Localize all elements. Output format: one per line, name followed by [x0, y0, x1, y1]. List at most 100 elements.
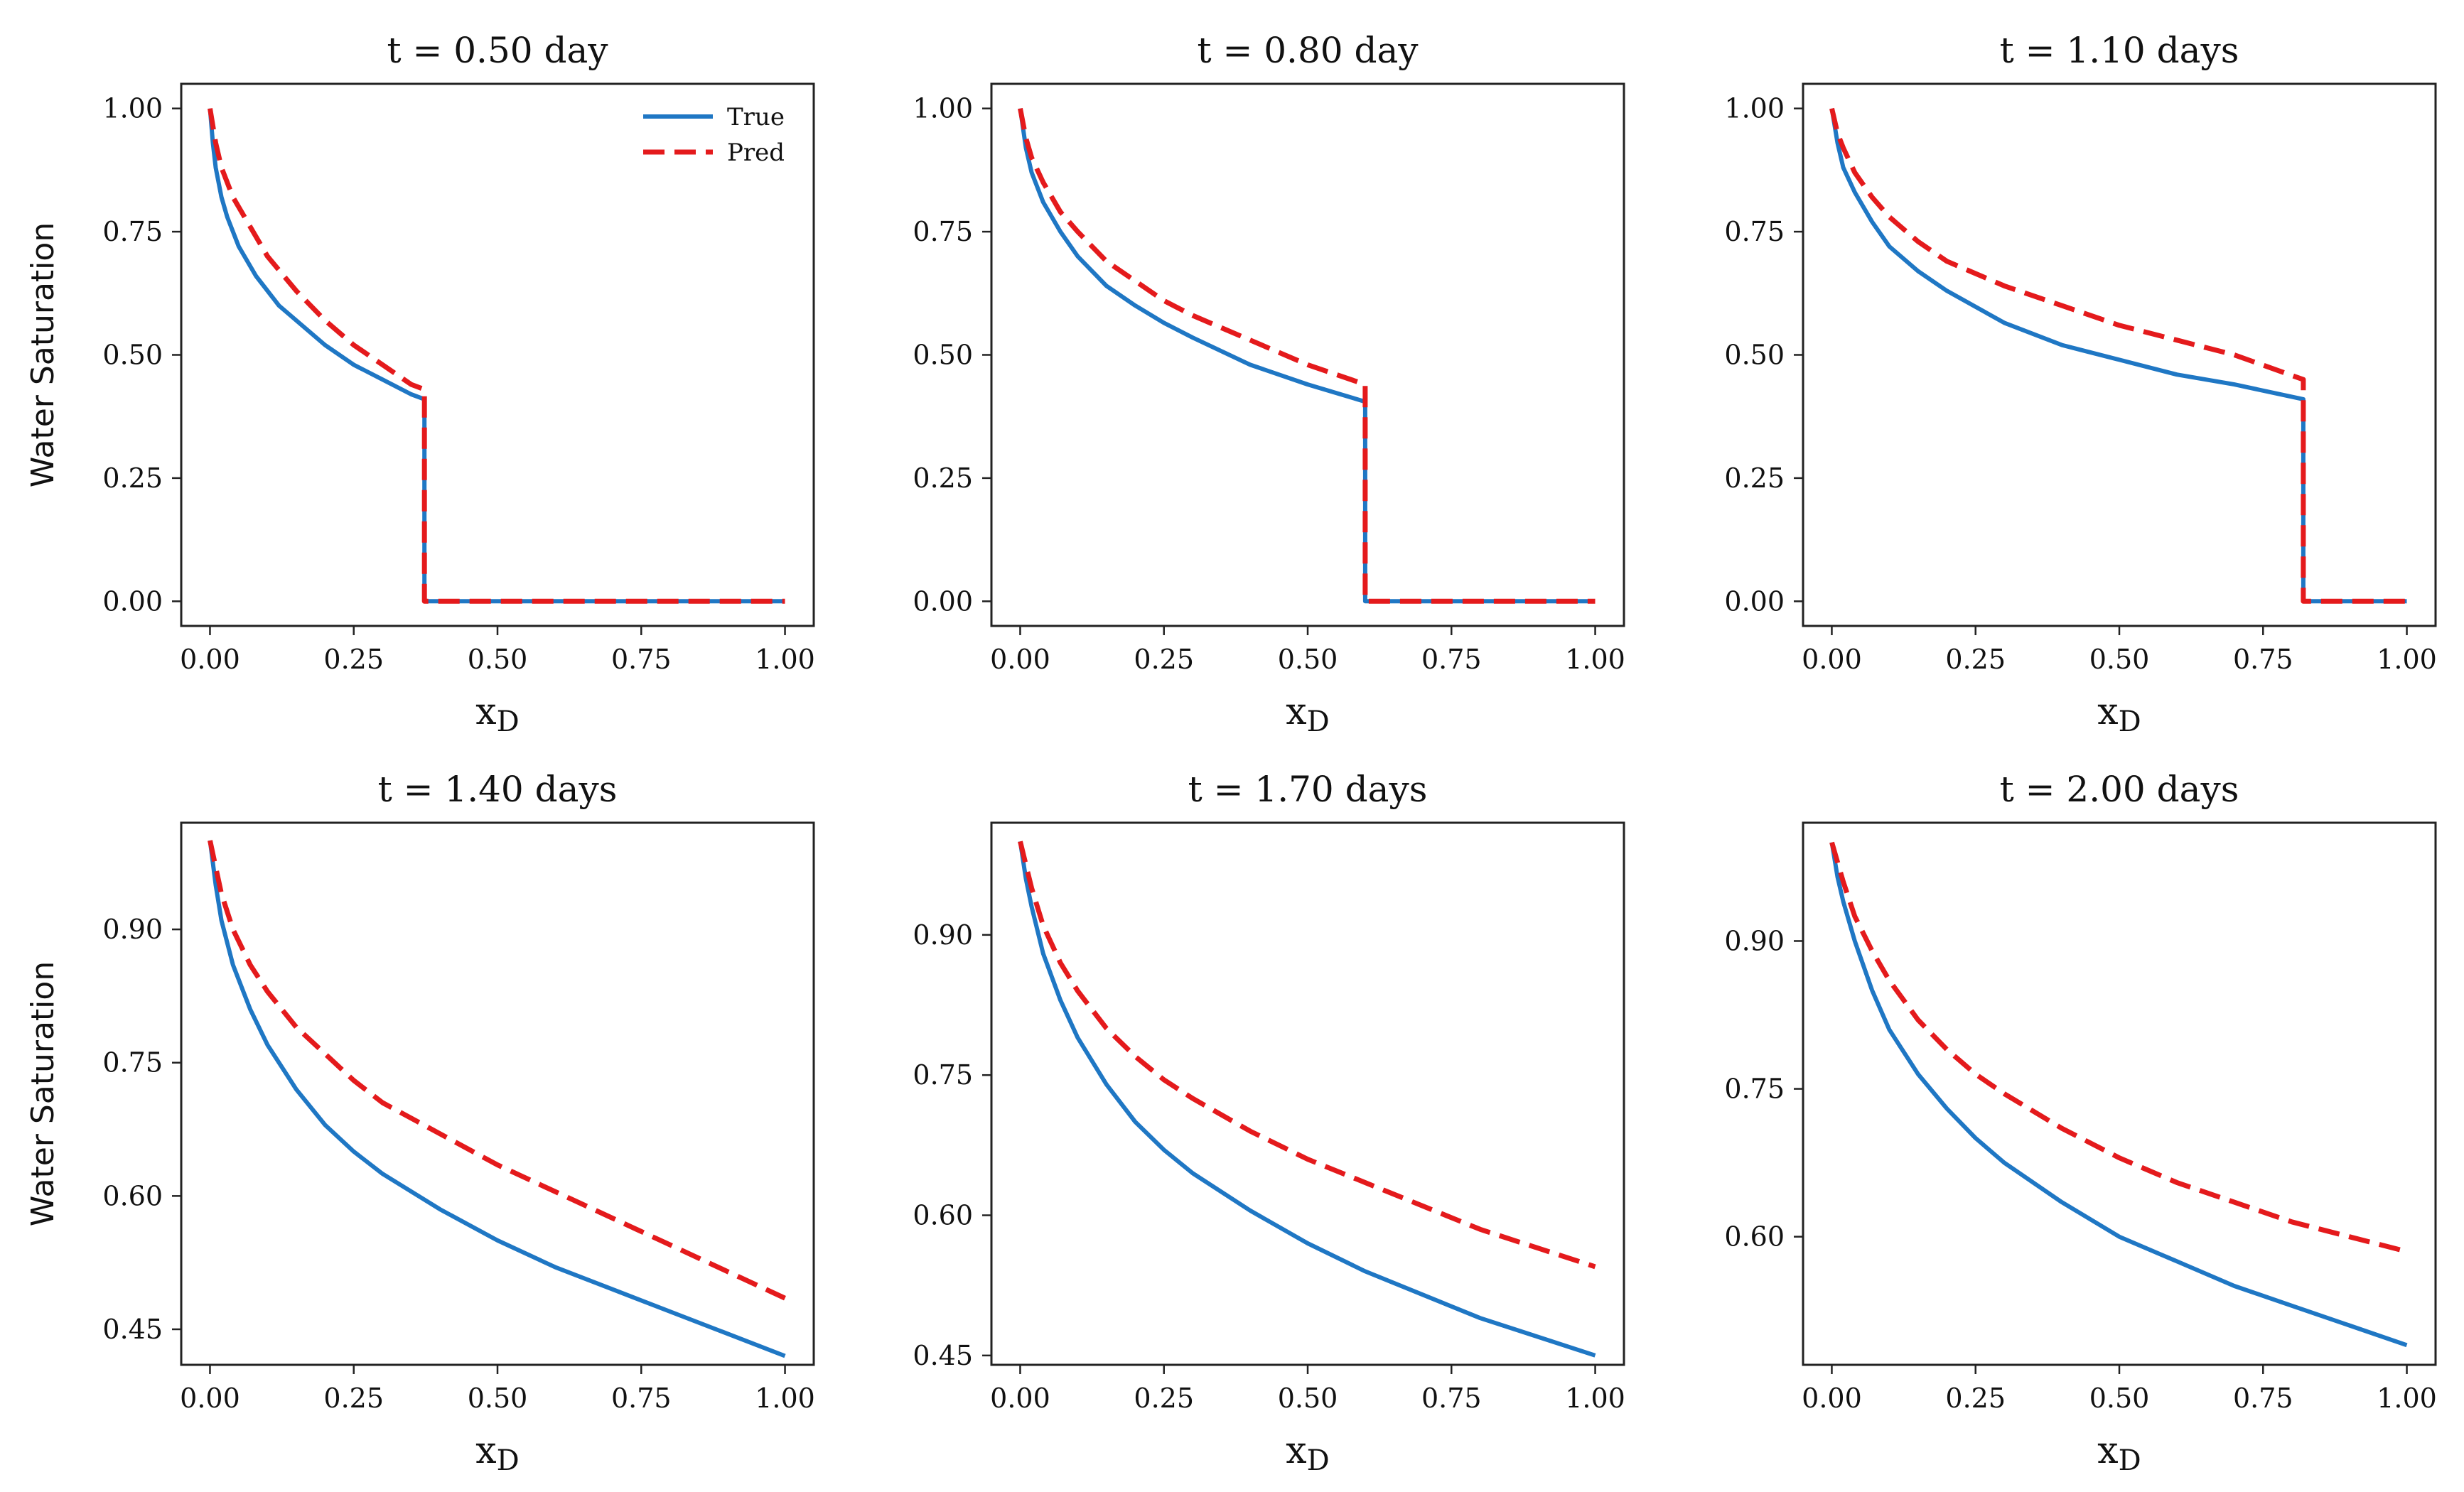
series-line-true [1018, 108, 1596, 604]
y-tick-label: 0.75 [1724, 1074, 1785, 1105]
series-line-pred [208, 108, 785, 604]
x-axis-label-subscript: D [1307, 1444, 1330, 1477]
x-tick-label: 0.25 [323, 1383, 384, 1414]
x-tick-label: 1.00 [2377, 644, 2437, 675]
x-axis-label: xD [1286, 1429, 1329, 1477]
subplot-title: t = 1.10 days [2000, 30, 2239, 71]
series-line-pred [1018, 108, 1596, 604]
y-tick-label: 0.75 [913, 216, 973, 247]
y-tick-label: 0.00 [1724, 585, 1785, 617]
x-tick-label: 0.50 [2089, 644, 2150, 675]
y-tick-label: 0.60 [913, 1200, 973, 1231]
subplot-title: t = 1.70 days [1188, 769, 1428, 810]
y-axis-label: Water Saturation [25, 222, 61, 487]
x-axis-label-main: x [2097, 691, 2118, 733]
y-tick-label: 0.75 [913, 1059, 973, 1091]
x-axis-label-main: x [1286, 1429, 1306, 1472]
subplot-2: t = 0.80 day 0.00 0.25 0.50 0.75 1.00 0.00 0.25… [913, 30, 1625, 738]
x-tick-label: 0.00 [990, 644, 1050, 675]
x-axis-label-main: x [475, 1429, 496, 1472]
x-axis-label: xD [2097, 691, 2141, 738]
x-axis-label-subscript: D [2119, 706, 2141, 738]
series-line-pred [208, 840, 786, 1301]
x-tick-label: 1.00 [755, 1383, 815, 1414]
x-tick-label: 0.00 [180, 644, 240, 675]
x-tick-label: 0.50 [1278, 1383, 1338, 1414]
y-tick-label: 0.25 [1724, 463, 1785, 494]
y-tick-label: 1.00 [913, 93, 973, 124]
x-axis-label-subscript: D [2119, 1444, 2141, 1477]
x-tick-label: 0.50 [1278, 644, 1338, 675]
y-tick-label: 0.90 [1724, 925, 1785, 956]
x-tick-label: 0.75 [2233, 644, 2293, 675]
x-tick-label: 0.00 [1802, 1383, 1862, 1414]
y-tick-label: 0.50 [1724, 340, 1785, 371]
x-tick-label: 0.25 [1945, 1383, 2006, 1414]
x-tick-label: 0.75 [1421, 644, 1482, 675]
y-tick-label: 0.00 [102, 585, 163, 617]
plot-frame [990, 821, 1625, 1366]
x-tick-label: 0.25 [1945, 644, 2006, 675]
plot-frame [180, 821, 815, 1366]
x-axis-label-subscript: D [1307, 706, 1330, 738]
y-tick-label: 0.45 [913, 1340, 973, 1371]
x-axis-label-main: x [475, 691, 496, 733]
y-tick-label: 0.60 [1724, 1221, 1785, 1253]
x-tick-label: 0.25 [323, 644, 384, 675]
subplot-1: t = 0.50 day 0.00 0.25 0.50 0.75 1.00 0.00 0.25… [25, 30, 815, 738]
series-line-true [1829, 842, 2408, 1348]
x-tick-label: 0.75 [2233, 1383, 2293, 1414]
x-tick-label: 1.00 [2377, 1383, 2437, 1414]
x-tick-label: 0.25 [1134, 1383, 1194, 1414]
plot-frame [1802, 821, 2437, 1366]
x-tick-label: 0.00 [990, 1383, 1050, 1414]
x-tick-label: 1.00 [1565, 1383, 1625, 1414]
plot-frame [180, 82, 815, 627]
x-tick-label: 0.50 [2089, 1383, 2150, 1414]
x-tick-label: 0.00 [180, 1383, 240, 1414]
x-tick-label: 0.75 [611, 644, 672, 675]
y-tick-label: 0.75 [102, 216, 163, 247]
y-tick-label: 1.00 [1724, 93, 1785, 124]
x-axis-label: xD [2097, 1429, 2141, 1477]
series-line-pred [1018, 840, 1596, 1270]
y-axis-label: Water Saturation [25, 961, 61, 1226]
subplot-6: t = 2.00 days 0.60 0.75 0.90 0.00 0.25 0.50 0.7… [1724, 769, 2436, 1477]
x-axis-label-main: x [2097, 1429, 2118, 1472]
x-tick-label: 0.50 [468, 644, 528, 675]
y-tick-label: 0.75 [102, 1047, 163, 1079]
y-tick-label: 1.00 [102, 93, 163, 124]
y-tick-label: 0.25 [102, 463, 163, 494]
series-line-true [208, 108, 785, 604]
x-tick-label: 0.75 [1421, 1383, 1482, 1414]
subplot-3: t = 1.10 days 0.00 0.25 0.50 0.75 1.00 0.00 0.2… [1724, 30, 2436, 738]
y-tick-label: 0.50 [102, 340, 163, 371]
y-tick-label: 0.75 [1724, 216, 1785, 247]
legend-label: Pred [727, 139, 785, 167]
series-line-pred [1829, 107, 2407, 604]
subplot-5: t = 1.70 days 0.45 0.60 0.75 0.90 0.00 0.25 0.5… [913, 769, 1625, 1477]
y-tick-label: 0.45 [102, 1314, 163, 1345]
series-line-pred [1829, 841, 2408, 1254]
subplot-4: t = 1.40 days 0.45 0.60 0.75 0.90 0.00 0.25 0.5… [25, 769, 815, 1477]
x-axis-label: xD [1286, 691, 1329, 738]
series-line-true [208, 840, 786, 1358]
y-tick-label: 0.90 [102, 914, 163, 945]
series-line-true [1829, 108, 2407, 604]
x-axis-label-subscript: D [497, 1444, 520, 1477]
plot-frame [1802, 82, 2437, 627]
subplot-title: t = 0.50 day [387, 30, 608, 71]
x-tick-label: 1.00 [755, 644, 815, 675]
y-tick-label: 0.25 [913, 463, 973, 494]
x-tick-label: 0.00 [1802, 644, 1862, 675]
plot-frame [990, 82, 1625, 627]
y-tick-label: 0.60 [102, 1180, 163, 1211]
subplot-title: t = 0.80 day [1197, 30, 1419, 71]
x-axis-label: xD [475, 691, 519, 738]
x-axis-label: xD [475, 1429, 519, 1477]
x-tick-label: 0.75 [611, 1383, 672, 1414]
x-axis-label-main: x [1286, 691, 1306, 733]
subplot-title: t = 1.40 days [378, 769, 618, 810]
x-tick-label: 0.50 [468, 1383, 528, 1414]
